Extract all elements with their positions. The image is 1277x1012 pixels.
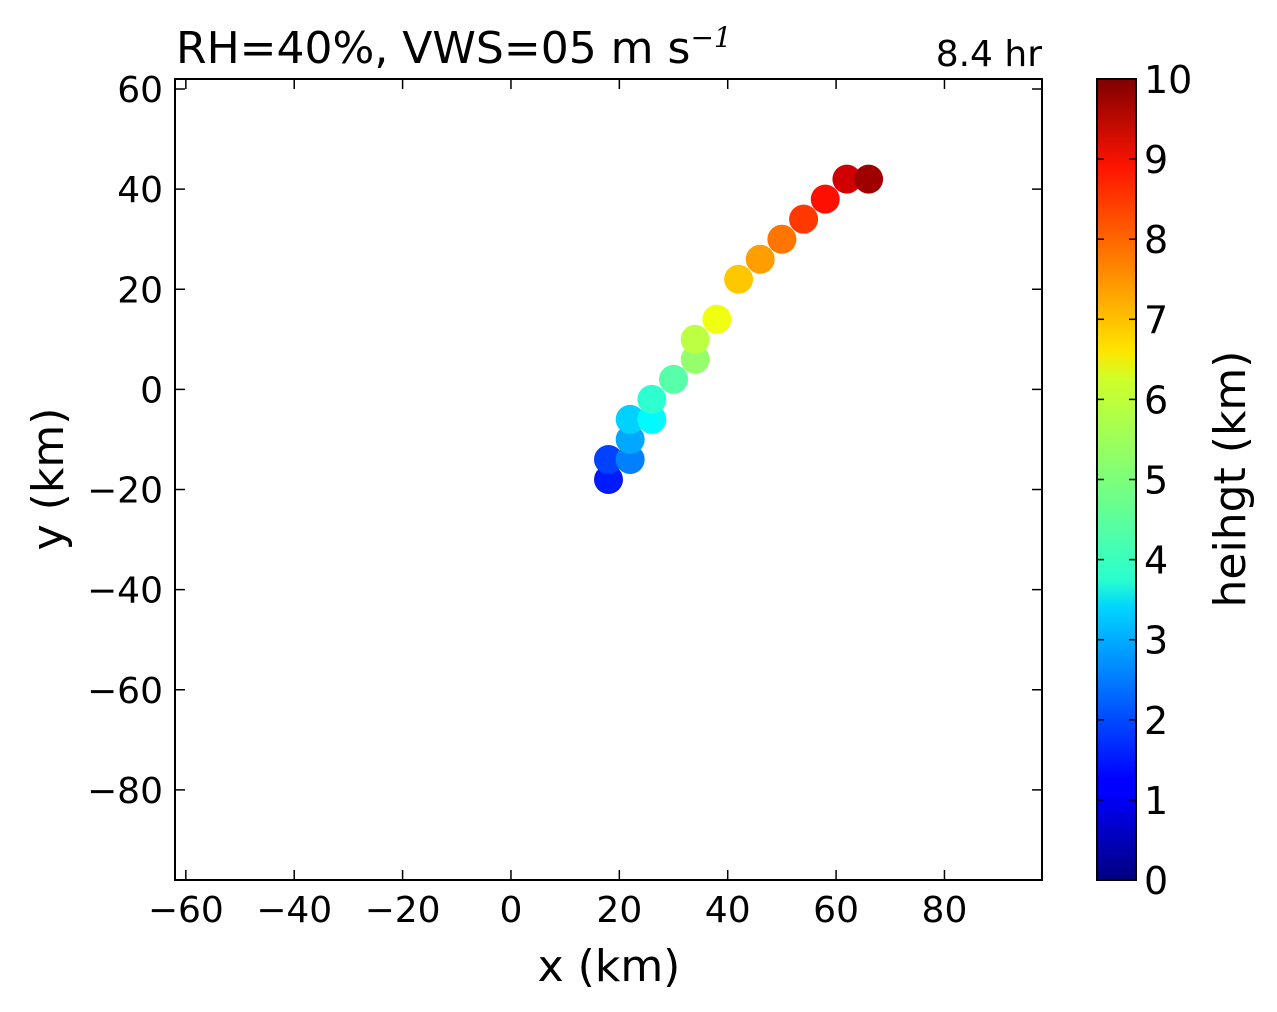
colorbar-tick-label: 3 (1144, 619, 1168, 663)
scatter-point (659, 364, 689, 394)
scatter-point (789, 204, 819, 234)
y-tick-label: 60 (117, 70, 163, 111)
y-tick-label: −20 (87, 471, 163, 512)
scatter-point (810, 184, 840, 214)
scatter-point (724, 264, 754, 294)
scatter-point (615, 424, 645, 454)
scatter-point (615, 444, 645, 474)
y-tick-label: 20 (117, 270, 163, 311)
x-tick-label: −40 (256, 890, 332, 931)
scatter-point (594, 465, 623, 494)
scatter-point (745, 244, 775, 274)
x-tick-label: −20 (365, 890, 441, 931)
colorbar-ticks: 0 1 2 3 4 5 6 7 8 9 10 (1097, 58, 1192, 903)
x-axis-label: x (km) (538, 941, 681, 992)
y-tick-label: −60 (87, 671, 163, 712)
y-tick-label: −40 (87, 571, 163, 612)
y-tick-label: 0 (140, 370, 163, 411)
colorbar-label: heihgt (km) (1205, 351, 1256, 608)
colorbar-tick-label: 0 (1144, 859, 1168, 903)
scatter-point (854, 164, 884, 194)
scatter-point (594, 444, 623, 474)
colorbar-tick-label: 4 (1144, 539, 1168, 583)
axis-ticks: −60 −40 −20 0 20 40 60 80 60 40 20 0 −20 −40 −60 −80 (87, 70, 1042, 931)
y-axis-label: y (km) (23, 408, 74, 551)
x-tick-label: 20 (596, 890, 642, 931)
colorbar-tick-label: 9 (1144, 138, 1168, 182)
colorbar-tick-label: 7 (1144, 298, 1168, 342)
colorbar-tick-label: 8 (1144, 218, 1168, 262)
colorbar-tick-label: 5 (1144, 459, 1168, 503)
scatter-point (637, 404, 667, 434)
chart-title-superscript: −1 (690, 21, 731, 54)
x-tick-label: 60 (813, 890, 859, 931)
scatter-points (594, 164, 884, 494)
colorbar-tick-label: 2 (1144, 699, 1168, 743)
x-tick-label: −60 (148, 890, 224, 931)
x-tick-label: 0 (500, 890, 523, 931)
y-tick-label: −80 (87, 771, 163, 812)
y-tick-label: 40 (117, 170, 163, 211)
scatter-point (615, 404, 645, 434)
scatter-point (637, 384, 667, 414)
scatter-point (680, 344, 710, 374)
x-tick-label: 40 (705, 890, 751, 931)
colorbar-tick-label: 1 (1144, 779, 1168, 823)
scatter-point (702, 304, 732, 334)
chart-title: RH=40%, VWS=05 m s−1 (176, 21, 732, 74)
x-tick-label: 80 (922, 890, 968, 931)
scatter-point (767, 224, 797, 254)
colorbar-tick-label: 10 (1144, 58, 1192, 102)
colorbar-tick-label: 6 (1144, 378, 1168, 422)
time-label: 8.4 hr (936, 34, 1043, 75)
scatter-point (832, 164, 862, 194)
scatter-point (680, 324, 710, 354)
